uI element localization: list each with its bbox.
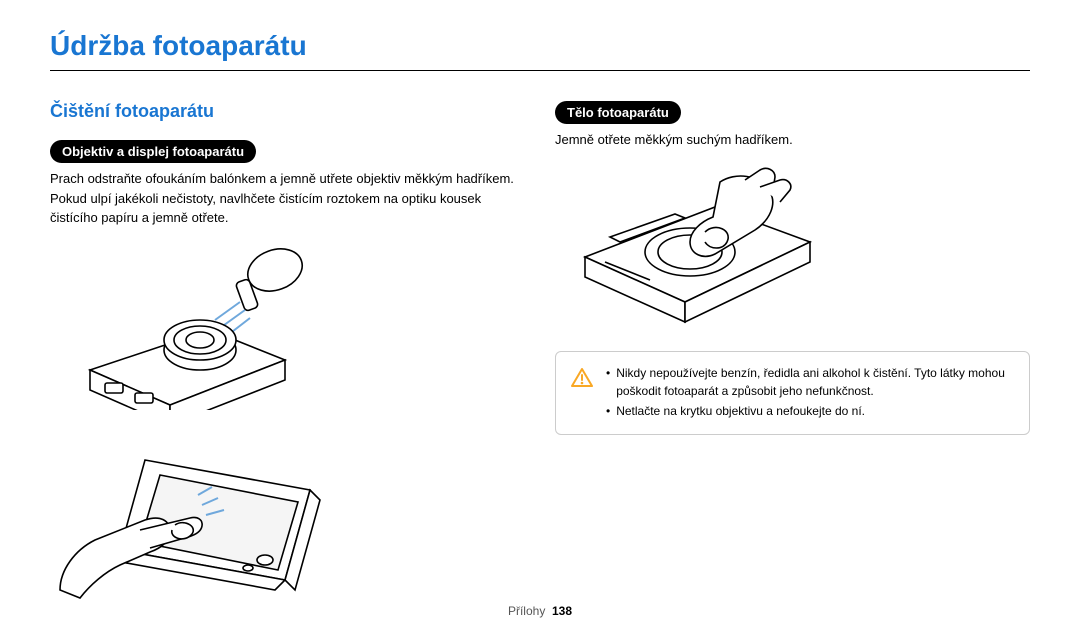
warning-bullet-2: Netlačte na krytku objektivu a nefoukejt… bbox=[616, 402, 865, 420]
bullet-dot: • bbox=[606, 364, 610, 400]
page-title: Údržba fotoaparátu bbox=[50, 30, 1030, 71]
warning-box: •Nikdy nepoužívejte benzín, ředidla ani … bbox=[555, 351, 1030, 435]
illustration-wipe-body bbox=[555, 162, 835, 332]
illustration-wipe-display bbox=[50, 420, 350, 605]
bullet-dot: • bbox=[606, 402, 610, 420]
warning-bullet-1: Nikdy nepoužívejte benzín, ředidla ani a… bbox=[616, 364, 1015, 400]
right-column: Tělo fotoaparátu Jemně otřete měkkým suc… bbox=[555, 101, 1030, 605]
warning-icon bbox=[570, 366, 594, 395]
pill-body: Tělo fotoaparátu bbox=[555, 101, 681, 124]
page-footer: Přílohy 138 bbox=[0, 604, 1080, 618]
content-columns: Čištění fotoaparátu Objektiv a displej f… bbox=[50, 101, 1030, 605]
pill-lens-display: Objektiv a displej fotoaparátu bbox=[50, 140, 256, 163]
warning-text: •Nikdy nepoužívejte benzín, ředidla ani … bbox=[606, 364, 1015, 422]
footer-label: Přílohy bbox=[508, 604, 545, 618]
left-column: Čištění fotoaparátu Objektiv a displej f… bbox=[50, 101, 525, 605]
body-text-right: Jemně otřete měkkým suchým hadříkem. bbox=[555, 130, 1030, 150]
page-number: 138 bbox=[552, 604, 572, 618]
section-heading-cleaning: Čištění fotoaparátu bbox=[50, 101, 525, 122]
illustration-blower-camera bbox=[50, 240, 330, 410]
illustration-lens-and-display bbox=[50, 240, 525, 605]
lens-display-text: Prach odstraňte ofoukáním balónkem a jem… bbox=[50, 169, 525, 228]
